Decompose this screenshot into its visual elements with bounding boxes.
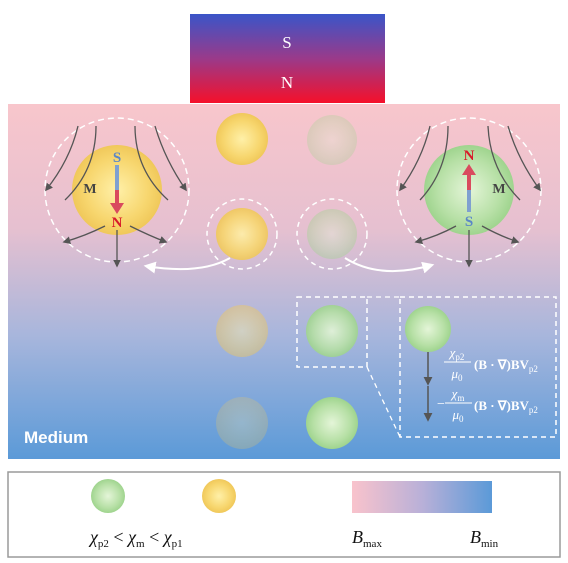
left-dipole-moment: M — [83, 182, 96, 197]
right-dipole-moment: M — [492, 182, 505, 197]
left-dipole-arrowhead — [110, 203, 124, 214]
particle-grid — [216, 113, 358, 449]
legend-susceptibility-relation: χp2 < χm < χp1 — [88, 527, 183, 550]
green-particle — [306, 305, 358, 357]
term2-sign: − — [437, 397, 445, 412]
highlight-ring-green — [296, 198, 368, 270]
legend-b-min: Bmin — [470, 527, 499, 550]
right-dipole: N S M — [396, 117, 542, 268]
legend: χp2 < χm < χp1 Bmax Bmin — [7, 471, 561, 558]
field-gradient-bar — [352, 481, 492, 513]
magnet-north-label: N — [281, 73, 293, 92]
yellow-particle — [216, 113, 268, 165]
zoom-source-box — [296, 296, 368, 368]
yellow-particle-faded — [216, 397, 268, 449]
green-particle-faded — [307, 115, 357, 165]
magnet-south-label: S — [282, 33, 291, 52]
curve-arrow-left — [143, 257, 231, 274]
green-particle-faded — [307, 209, 357, 259]
left-dipole-south: S — [113, 150, 121, 166]
legend-yellow-particle — [202, 479, 236, 513]
right-dipole-north: N — [464, 148, 475, 164]
legend-green-particle — [91, 479, 125, 513]
left-dipole-north: N — [112, 215, 123, 231]
left-dipole: S N M — [44, 117, 190, 268]
term2-operator: (B · ∇)BVp2 — [474, 398, 538, 415]
medium-label: Medium — [24, 428, 88, 447]
zoom-detail-box — [399, 296, 557, 438]
right-dipole-south: S — [465, 214, 473, 230]
bar-magnet: S N — [190, 14, 385, 103]
right-dipole-arrowhead — [462, 164, 476, 175]
green-particle — [306, 397, 358, 449]
term1-operator: (B · ∇)BVp2 — [474, 357, 538, 374]
legend-b-max: Bmax — [352, 527, 382, 550]
curve-arrow-right — [344, 257, 435, 274]
yellow-particle-faded — [216, 305, 268, 357]
zoomed-green-particle — [405, 306, 451, 352]
highlight-ring-yellow — [206, 198, 278, 270]
yellow-particle — [216, 208, 268, 260]
